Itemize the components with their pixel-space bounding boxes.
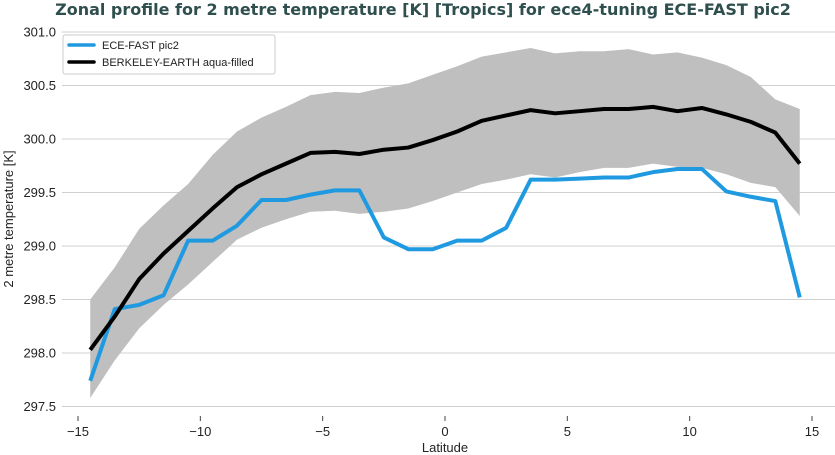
- y-tick-label: 298.5: [23, 292, 56, 307]
- x-tick-label: −5: [315, 424, 330, 439]
- series-line-ece-fast: [88, 166, 802, 382]
- x-tick-label: −15: [67, 424, 89, 439]
- x-tick-label: 5: [564, 424, 571, 439]
- y-axis-label: 2 metre temperature [K]: [1, 150, 16, 287]
- y-tick-label: 300.0: [23, 132, 56, 147]
- y-tick-label: 298.0: [23, 346, 56, 361]
- series-line-berkeley-earth: [88, 104, 802, 351]
- legend-label-berkeley-earth: BERKELEY-EARTH aqua-filled: [102, 57, 254, 69]
- y-tick-label: 299.5: [23, 185, 56, 200]
- x-tick-label: 10: [682, 424, 696, 439]
- y-axis: 297.5 298.0 298.5 299.0 299.5 300.0 300.5 301.0: [23, 25, 56, 415]
- legend-label-ece-fast: ECE-FAST pic2: [102, 40, 179, 52]
- x-tick-label: 15: [805, 424, 819, 439]
- y-tick-label: 300.5: [23, 78, 56, 93]
- y-tick-label: 297.5: [23, 399, 56, 414]
- chart-title: Zonal profile for 2 metre temperature [K…: [55, 0, 791, 19]
- uncertainty-band: [90, 48, 800, 398]
- x-axis-label: Latitude: [422, 440, 468, 455]
- legend: ECE-FAST pic2 BERKELEY-EARTH aqua-filled: [62, 34, 276, 75]
- legend-box: [62, 34, 276, 75]
- y-tick-label: 301.0: [23, 25, 56, 40]
- band-layer: [90, 48, 800, 398]
- x-axis: −15 −10 −5 0 5 10 15: [67, 416, 819, 439]
- series-layer: [88, 104, 802, 382]
- x-tick-label: −10: [189, 424, 211, 439]
- x-tick-label: 0: [441, 424, 448, 439]
- y-tick-label: 299.0: [23, 239, 56, 254]
